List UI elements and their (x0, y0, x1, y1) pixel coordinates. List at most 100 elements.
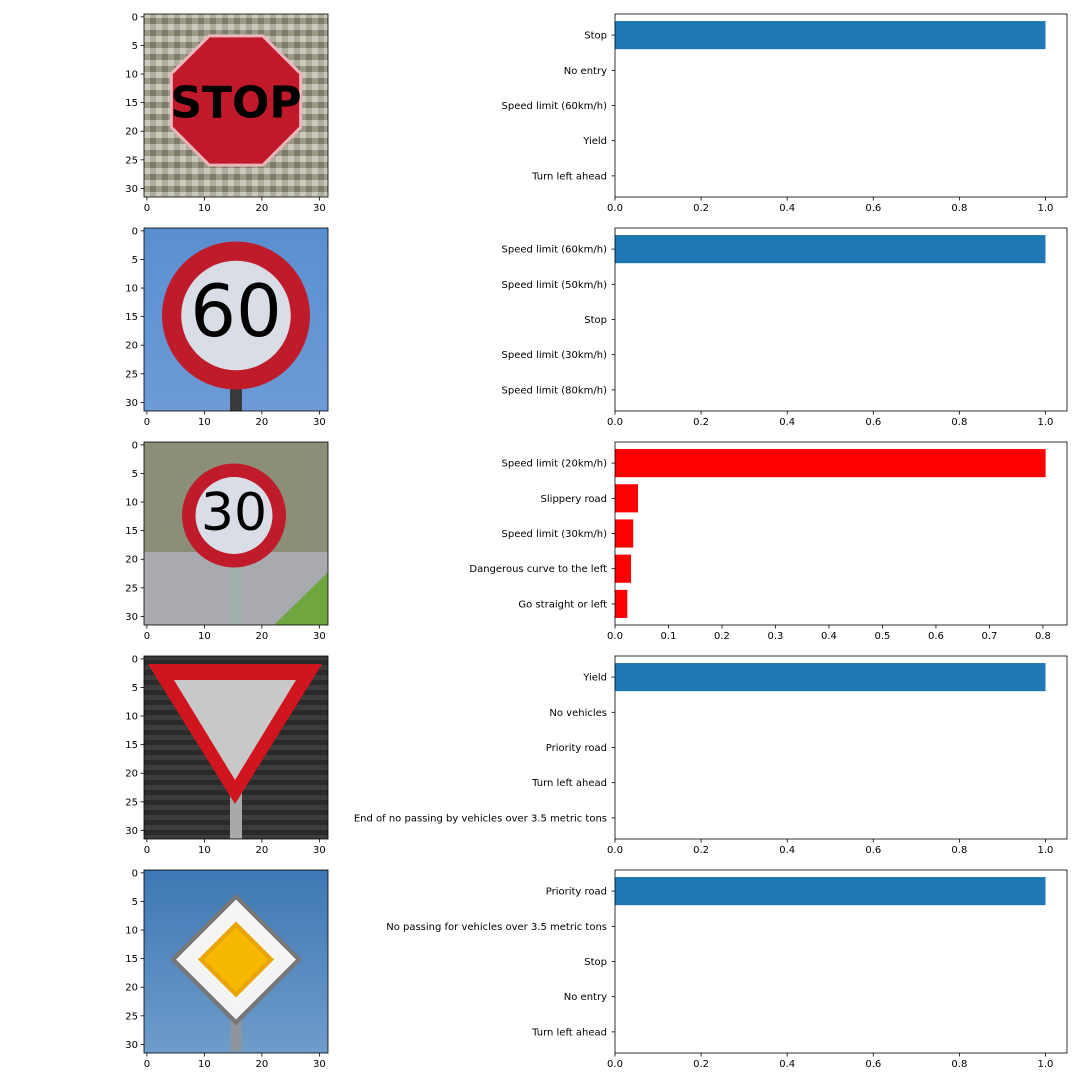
stop-sign: STOP (144, 14, 328, 197)
bar-axes: Priority road No passing for vehicles ove… (386, 869, 1068, 1070)
image-y-tick-label: 15 (125, 98, 138, 109)
image-y-tick-label: 0 (132, 12, 138, 23)
image-y-tick-label: 25 (125, 369, 138, 380)
image-x-tick-label: 30 (313, 845, 326, 856)
x-tick-label: 0.6 (865, 845, 881, 856)
image-y-tick-label: 20 (125, 555, 138, 566)
image-x-tick-label: 30 (313, 417, 326, 428)
image-frame (143, 441, 329, 626)
image-x-tick-label: 20 (256, 631, 269, 642)
image-y-tick-label: 30 (125, 398, 138, 409)
category-label: Speed limit (50km/h) (502, 280, 608, 291)
x-tick-label: 0.3 (768, 631, 784, 642)
image-x-tick-label: 10 (198, 417, 211, 428)
image-y-tick-label: 25 (125, 155, 138, 166)
image-y-tick-label: 10 (125, 712, 138, 723)
x-tick-label: 0.2 (693, 845, 709, 856)
image-y-tick-label: 20 (125, 127, 138, 138)
image-x-tick-label: 0 (144, 845, 150, 856)
image-y-tick-label: 30 (125, 612, 138, 623)
image-y-tick-label: 5 (132, 683, 138, 694)
panel-row: 0 10 20 30 0 5 10 15 20 25 30 Priority road No passi… (125, 868, 1068, 1070)
bar-frame (614, 13, 1068, 198)
bar-axes: Yield No vehicles Priority road Turn left a… (354, 655, 1068, 856)
bar-axes: Speed limit (60km/h) Speed limit (50km/h)… (502, 227, 1068, 428)
x-tick-label: 0.6 (865, 203, 881, 214)
category-label: No passing for vehicles over 3.5 metric … (386, 922, 607, 933)
yield-sign (144, 656, 328, 839)
image-y-tick-label: 15 (125, 740, 138, 751)
image-y-tick-label: 30 (125, 826, 138, 837)
image-x-tick-label: 20 (256, 1059, 269, 1070)
category-label: Priority road (546, 887, 607, 898)
image-y-tick-label: 5 (132, 469, 138, 480)
x-tick-label: 0.6 (865, 417, 881, 428)
category-label: Turn left ahead (531, 1027, 607, 1038)
category-label: Dangerous curve to the left (469, 564, 607, 575)
image-y-tick-label: 30 (125, 1040, 138, 1051)
x-tick-label: 0.0 (607, 845, 623, 856)
bar (615, 484, 639, 513)
bar (615, 21, 1046, 50)
image-y-tick-label: 20 (125, 983, 138, 994)
x-tick-label: 0.4 (779, 845, 795, 856)
svg-text:STOP: STOP (170, 78, 301, 129)
image-y-tick-label: 20 (125, 769, 138, 780)
category-label: Speed limit (80km/h) (502, 385, 608, 396)
x-tick-label: 0.8 (951, 845, 967, 856)
image-frame (143, 13, 329, 198)
category-label: Priority road (546, 743, 607, 754)
image-x-tick-label: 0 (144, 1059, 150, 1070)
image-frame (143, 655, 329, 840)
image-y-tick-label: 5 (132, 255, 138, 266)
x-tick-label: 1.0 (1038, 845, 1054, 856)
image-y-tick-label: 15 (125, 526, 138, 537)
svg-text:60: 60 (190, 269, 282, 353)
category-label: Speed limit (30km/h) (502, 350, 608, 361)
image-x-tick-label: 0 (144, 203, 150, 214)
x-tick-label: 0.4 (779, 203, 795, 214)
x-tick-label: 0.0 (607, 203, 623, 214)
x-tick-label: 0.8 (951, 1059, 967, 1070)
bar (615, 519, 634, 548)
x-tick-label: 1.0 (1038, 417, 1054, 428)
bar (615, 235, 1046, 264)
x-tick-label: 0.4 (779, 417, 795, 428)
category-label: End of no passing by vehicles over 3.5 m… (354, 813, 607, 824)
image-axes: 0 10 20 30 0 5 10 15 20 25 30 (125, 654, 329, 856)
x-tick-label: 0.2 (693, 1059, 709, 1070)
image-y-tick-label: 0 (132, 868, 138, 879)
image-y-tick-label: 25 (125, 583, 138, 594)
bar-frame (614, 441, 1068, 626)
category-label: Go straight or left (518, 599, 607, 610)
speed-limit-30-sign: 30 (144, 442, 328, 625)
x-tick-label: 1.0 (1038, 1059, 1054, 1070)
image-x-tick-label: 20 (256, 417, 269, 428)
category-label: Speed limit (60km/h) (502, 101, 608, 112)
image-y-tick-label: 15 (125, 954, 138, 965)
image-x-tick-label: 0 (144, 417, 150, 428)
category-label: Turn left ahead (531, 778, 607, 789)
panel-row: 60 0 10 20 30 0 5 10 15 20 25 30 Speed limit (60km/h… (125, 226, 1068, 428)
category-label: Turn left ahead (531, 171, 607, 182)
image-x-tick-label: 30 (313, 203, 326, 214)
category-label: Speed limit (30km/h) (502, 529, 608, 540)
bar (615, 554, 632, 583)
image-x-tick-label: 10 (198, 203, 211, 214)
bar-axes: Speed limit (20km/h) Slippery road Speed l… (469, 441, 1068, 642)
x-tick-label: 0.6 (928, 631, 944, 642)
image-y-tick-label: 20 (125, 341, 138, 352)
x-tick-label: 0.2 (693, 203, 709, 214)
x-tick-label: 0.1 (661, 631, 677, 642)
panel-row: STOP 0 10 20 30 0 5 10 15 20 25 30 Stop No entry Speed… (125, 12, 1068, 214)
image-axes: 30 0 10 20 30 0 5 10 15 20 25 30 (125, 440, 329, 642)
category-label: Stop (584, 315, 607, 326)
image-y-tick-label: 0 (132, 226, 138, 237)
category-label: No entry (564, 992, 607, 1003)
x-tick-label: 0.0 (607, 1059, 623, 1070)
image-y-tick-label: 15 (125, 312, 138, 323)
x-tick-label: 0.8 (951, 417, 967, 428)
category-label: Slippery road (541, 494, 607, 505)
category-label: Speed limit (20km/h) (502, 459, 608, 470)
image-y-tick-label: 25 (125, 1011, 138, 1022)
